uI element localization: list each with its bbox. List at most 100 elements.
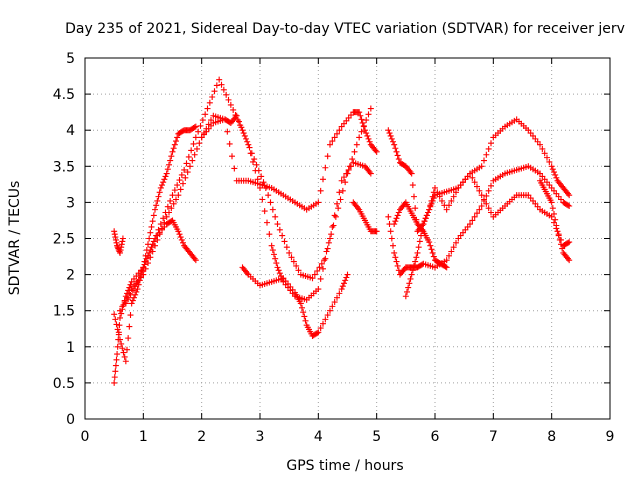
- data-point: [467, 170, 473, 177]
- data-point: [359, 119, 366, 126]
- data-point: [432, 184, 438, 191]
- data-point: [171, 187, 178, 194]
- data-point: [118, 241, 125, 248]
- data-point: [392, 145, 399, 152]
- data-point: [276, 226, 283, 233]
- data-point: [143, 255, 150, 262]
- data-point: [122, 300, 129, 307]
- data-point: [272, 255, 279, 262]
- data-point: [191, 124, 198, 131]
- data-point: [180, 180, 186, 187]
- data-point: [168, 205, 175, 212]
- data-point: [128, 300, 135, 307]
- data-point: [218, 81, 225, 88]
- data-point: [330, 222, 337, 229]
- data-point: [125, 335, 132, 342]
- data-point: [150, 212, 157, 219]
- data-point: [148, 244, 155, 251]
- data-point: [321, 257, 328, 264]
- data-point: [324, 312, 331, 319]
- data-point: [114, 351, 121, 358]
- data-point: [469, 174, 476, 181]
- data-point: [156, 189, 163, 196]
- data-point: [148, 223, 155, 230]
- data-point: [558, 241, 564, 248]
- data-point: [232, 112, 239, 119]
- data-point: [474, 183, 480, 190]
- data-point: [132, 283, 139, 290]
- data-point: [169, 192, 176, 199]
- data-point: [290, 258, 297, 265]
- data-point: [125, 296, 132, 303]
- data-point: [113, 356, 120, 363]
- data-point: [427, 242, 434, 249]
- data-point: [334, 200, 340, 207]
- data-point: [483, 151, 490, 158]
- data-point: [329, 303, 336, 310]
- data-point: [537, 141, 543, 148]
- data-point: [469, 217, 476, 224]
- y-tick-label: 4: [66, 123, 75, 139]
- data-point: [168, 153, 175, 160]
- data-point: [556, 236, 563, 243]
- data-point: [565, 239, 571, 246]
- data-point: [408, 170, 415, 177]
- data-point: [311, 271, 318, 278]
- data-point: [202, 111, 209, 118]
- data-point: [390, 138, 396, 145]
- data-point: [544, 154, 550, 161]
- data-point: [367, 105, 374, 112]
- data-point: [309, 275, 316, 282]
- data-point: [177, 234, 184, 241]
- data-point: [436, 193, 443, 200]
- x-tick-label: 9: [606, 429, 615, 445]
- series-arc-2: [111, 228, 126, 256]
- data-point: [429, 249, 436, 256]
- series-arc-3: [111, 123, 199, 365]
- data-point: [392, 218, 399, 225]
- data-point: [388, 235, 395, 242]
- data-point: [213, 82, 220, 89]
- data-point: [362, 127, 368, 134]
- data-point: [266, 231, 273, 238]
- data-point: [127, 312, 134, 319]
- data-point: [426, 206, 433, 213]
- data-point: [258, 173, 265, 180]
- data-point: [293, 262, 300, 269]
- data-point: [120, 349, 127, 356]
- data-point: [483, 192, 490, 199]
- data-point: [234, 117, 241, 124]
- data-point: [115, 331, 122, 338]
- data-point: [446, 252, 452, 259]
- data-points: [111, 76, 573, 386]
- data-point: [250, 158, 256, 165]
- data-point: [335, 205, 342, 212]
- data-point: [180, 239, 186, 246]
- data-point: [346, 163, 353, 170]
- data-point: [422, 215, 429, 222]
- data-point: [420, 221, 427, 228]
- data-point: [405, 284, 412, 291]
- data-point: [395, 156, 402, 163]
- y-tick-label: 1: [66, 340, 75, 356]
- data-point: [318, 260, 325, 267]
- data-point: [485, 145, 492, 152]
- data-point: [351, 148, 358, 155]
- y-tick-label: 5: [66, 51, 75, 67]
- data-point: [147, 254, 154, 261]
- data-point: [394, 262, 401, 269]
- data-point: [467, 221, 473, 228]
- data-point: [414, 249, 421, 256]
- data-point: [267, 199, 274, 206]
- data-point: [391, 221, 398, 228]
- data-point: [363, 130, 370, 137]
- data-point: [159, 182, 165, 189]
- data-point: [450, 193, 457, 200]
- data-point: [476, 206, 483, 213]
- data-point: [412, 258, 419, 265]
- data-point: [366, 138, 373, 145]
- data-point: [385, 213, 392, 220]
- data-point: [565, 190, 571, 197]
- data-point: [276, 270, 283, 277]
- data-point: [478, 203, 485, 210]
